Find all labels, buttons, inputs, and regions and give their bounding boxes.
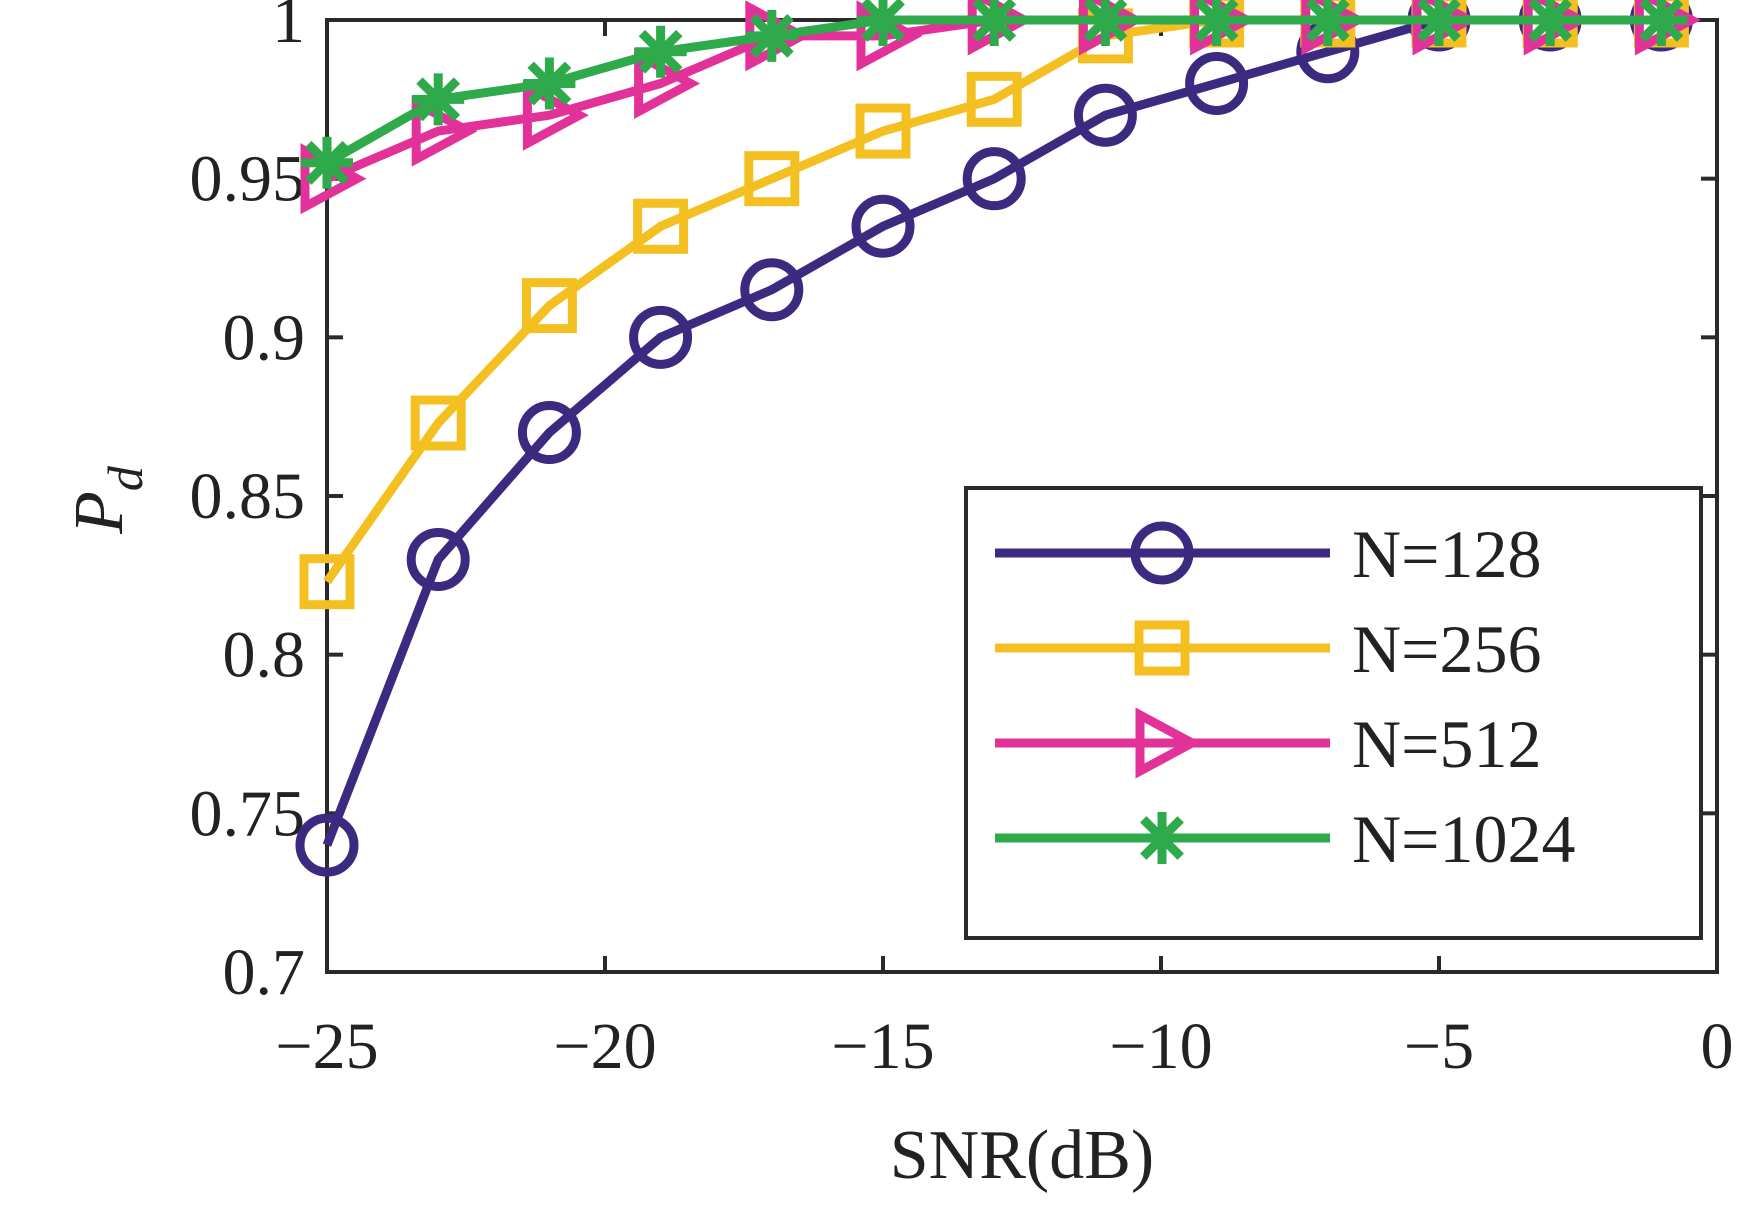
data-point-n-128 <box>740 258 804 322</box>
plot-series <box>295 0 1701 877</box>
y-tick-label: 0.9 <box>223 301 306 374</box>
data-point-n-128 <box>1073 83 1137 147</box>
y-tick-label: 0.75 <box>190 777 306 850</box>
y-axis-title-main: P <box>61 491 138 535</box>
legend-marker <box>1130 521 1194 585</box>
x-tick-label: −20 <box>553 1010 656 1083</box>
legend-marker <box>1136 812 1188 864</box>
legend-label: N=256 <box>1352 611 1541 687</box>
legend-marker <box>1135 707 1202 779</box>
data-point-n-256 <box>633 198 689 254</box>
x-tick-label: −15 <box>831 1010 934 1083</box>
x-axis: −25 −20 −15 −10 −5 0 <box>275 20 1734 1083</box>
legend-entry-n-512: N=512 <box>995 706 1541 782</box>
data-point-n-128 <box>406 527 470 591</box>
legend-label: N=512 <box>1352 706 1541 782</box>
x-tick-label: 0 <box>1701 1010 1734 1083</box>
x-tick-label: −10 <box>1109 1010 1212 1083</box>
x-axis-title: SNR(dB) <box>890 1117 1154 1194</box>
data-point-n-256 <box>521 278 577 334</box>
svg-text:Pd: Pd <box>61 465 153 535</box>
data-point-n-256 <box>744 151 800 207</box>
series-n-1024 <box>301 0 1688 189</box>
legend-label: N=1024 <box>1352 801 1575 877</box>
data-point-n-1024 <box>968 0 1021 46</box>
data-point-n-1024 <box>745 9 798 62</box>
data-point-n-1024 <box>634 25 687 78</box>
data-point-n-128 <box>1185 51 1249 115</box>
data-point-n-1024 <box>1079 0 1132 46</box>
data-point-n-1024 <box>1413 0 1465 46</box>
x-tick-label: −25 <box>275 1010 378 1083</box>
y-tick-label: 0.8 <box>223 619 306 692</box>
data-point-n-256 <box>855 103 911 159</box>
y-tick-label: 1 <box>272 0 305 57</box>
y-tick-label: 0.7 <box>223 936 306 1009</box>
y-axis-title-subscript: d <box>97 465 153 491</box>
data-point-n-1024 <box>523 57 576 110</box>
y-axis-title: Pd <box>61 465 153 535</box>
data-point-n-128 <box>295 813 359 877</box>
data-point-n-128 <box>629 305 693 369</box>
legend-entry-n-128: N=128 <box>995 516 1541 592</box>
x-tick-label: −5 <box>1404 1010 1474 1083</box>
legend-marker <box>1134 620 1190 676</box>
data-point-n-1024 <box>412 73 465 126</box>
data-point-n-1024 <box>1190 0 1243 46</box>
data-point-n-1024 <box>301 136 353 189</box>
legend-entry-n-256: N=256 <box>995 611 1541 687</box>
data-point-n-1024 <box>1301 0 1354 46</box>
legend-label: N=128 <box>1352 516 1541 592</box>
legend: N=128 N=256 N=512 N=1024 <box>964 486 1703 940</box>
data-point-n-1024 <box>857 0 909 46</box>
data-point-n-256 <box>966 71 1022 127</box>
legend-box <box>964 486 1703 940</box>
legend-entry-n-1024: N=1024 <box>995 801 1575 877</box>
data-point-n-1024 <box>1524 0 1577 46</box>
data-point-n-128 <box>962 147 1026 211</box>
data-point-n-128 <box>517 401 581 465</box>
y-tick-label: 0.85 <box>190 460 306 533</box>
y-axis: 0.7 0.75 0.8 0.85 0.9 0.95 1 <box>190 0 1717 1009</box>
y-tick-label: 0.95 <box>190 143 306 216</box>
data-point-n-128 <box>851 194 915 258</box>
data-point-n-1024 <box>1635 0 1688 46</box>
data-point-n-256 <box>410 395 466 451</box>
data-point-n-256 <box>299 554 355 610</box>
